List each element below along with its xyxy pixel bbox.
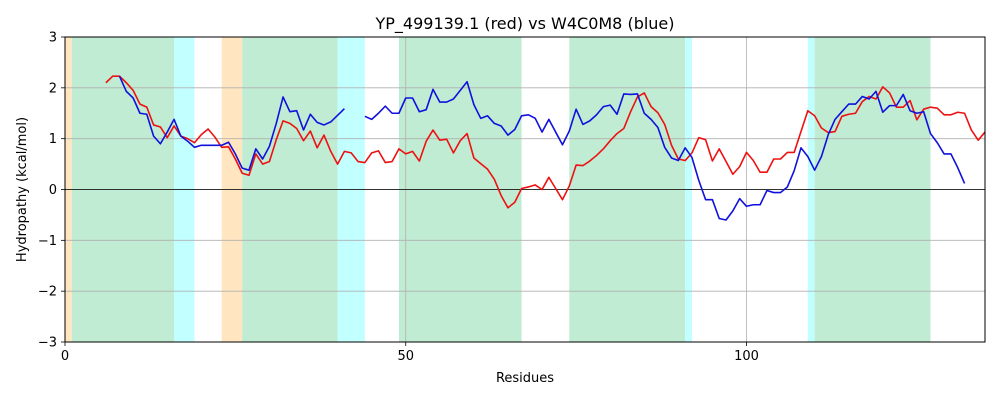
series-lines <box>105 75 986 221</box>
x-axis-label: Residues <box>496 371 554 386</box>
x-axis-ticks: 0 50 100 <box>61 342 759 364</box>
red-series-line <box>105 75 986 209</box>
x-tick-label: 50 <box>397 349 414 364</box>
y-tick-label: −2 <box>38 285 57 300</box>
blue-series-line-1 <box>118 75 345 171</box>
x-tick-label: 100 <box>734 349 759 364</box>
y-tick-label: 3 <box>49 31 57 46</box>
y-tick-label: −3 <box>38 336 57 351</box>
x-tick-label: 0 <box>61 349 69 364</box>
y-tick-label: 0 <box>49 183 57 198</box>
y-tick-label: −1 <box>38 234 57 249</box>
y-axis-label: Hydropathy (kcal/mol) <box>15 117 30 262</box>
y-tick-label: 1 <box>49 132 57 147</box>
chart-title: YP_499139.1 (red) vs W4C0M8 (blue) <box>374 14 674 34</box>
y-tick-label: 2 <box>49 81 57 96</box>
y-axis-ticks: −3 −2 −1 0 1 2 3 <box>38 31 65 351</box>
blue-series-line-2 <box>364 80 966 221</box>
